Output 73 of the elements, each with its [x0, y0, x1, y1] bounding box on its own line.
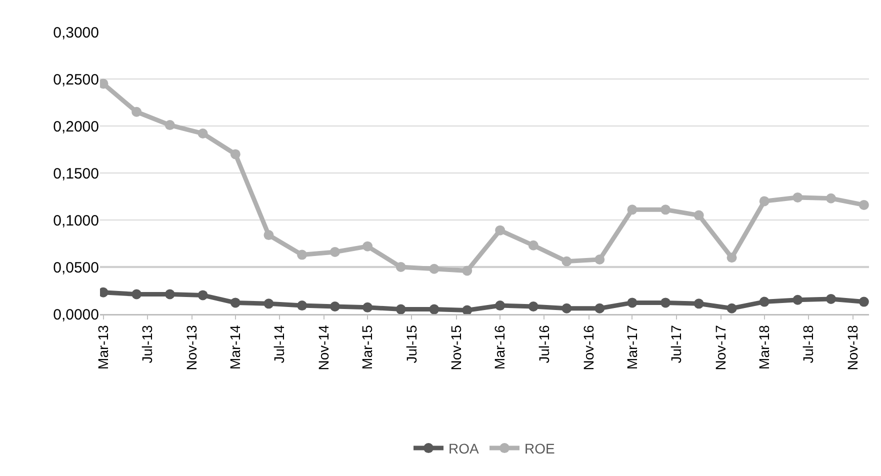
- x-tick-label: Mar-15: [359, 324, 376, 370]
- point: [858, 200, 869, 210]
- point: [562, 303, 572, 314]
- point: [330, 301, 340, 312]
- point: [297, 250, 308, 260]
- point: [858, 296, 869, 307]
- point: [495, 225, 506, 236]
- y-tick-label: 0,2500: [53, 71, 99, 88]
- point: [528, 240, 538, 250]
- x-tick-label: Mar-17: [624, 324, 640, 370]
- point: [726, 252, 737, 263]
- point: [429, 304, 440, 314]
- point: [164, 120, 175, 130]
- x-tick-label: Mar-16: [492, 324, 508, 370]
- point: [826, 193, 836, 204]
- point: [792, 294, 803, 305]
- point: [264, 298, 274, 309]
- point: [759, 296, 770, 307]
- point: [198, 128, 208, 139]
- point: [594, 303, 605, 314]
- point: [627, 298, 638, 308]
- x-tick-label: Jul-18: [800, 324, 816, 364]
- point: [528, 301, 538, 312]
- x-tick-label: Nov-13: [184, 324, 200, 370]
- point: [396, 262, 406, 272]
- x-tick-label: Mar-13: [94, 324, 111, 370]
- x-tick-label: Nov-18: [844, 324, 861, 370]
- point: [132, 106, 142, 117]
- point: [429, 264, 440, 274]
- y-tick-label: 0,2000: [53, 118, 99, 136]
- point: [330, 246, 340, 257]
- point: [198, 290, 208, 300]
- point: [660, 298, 671, 308]
- y-tick-label: 0,1000: [53, 212, 99, 230]
- x-tick-label: Nov-14: [316, 324, 332, 370]
- x-tick-label: Jul-15: [403, 324, 420, 364]
- point: [230, 149, 240, 160]
- point: [826, 294, 836, 304]
- point: [230, 298, 240, 308]
- point: [396, 304, 406, 314]
- point: [694, 298, 704, 309]
- x-tick-label: Nov-15: [448, 324, 464, 370]
- x-tick-label: Mar-18: [756, 324, 772, 370]
- point: [759, 196, 770, 206]
- x-tick-label: Jul-17: [668, 324, 684, 364]
- point: [164, 289, 175, 300]
- point: [726, 303, 737, 314]
- point: [660, 204, 671, 215]
- x-tick-label: Jul-13: [138, 324, 155, 364]
- x-tick-label: Nov-17: [712, 324, 728, 370]
- point: [562, 256, 572, 266]
- point: [627, 204, 638, 215]
- x-tick-label: Jul-14: [271, 324, 288, 364]
- legend-label: ROE: [524, 440, 555, 456]
- point: [264, 230, 274, 240]
- point: [495, 300, 506, 311]
- point: [462, 305, 472, 314]
- y-tick-label: 0,3000: [53, 24, 99, 42]
- y-tick-label: 0,1500: [53, 165, 99, 182]
- point: [462, 266, 472, 276]
- x-tick-label: Nov-16: [580, 324, 596, 370]
- y-tick-label: 0,0000: [53, 306, 99, 324]
- point: [594, 254, 605, 264]
- point: [297, 300, 308, 311]
- point: [362, 302, 373, 312]
- point: [362, 241, 373, 252]
- point: [132, 289, 142, 300]
- point: [792, 192, 803, 202]
- point: [694, 210, 704, 220]
- x-tick-label: Mar-14: [226, 324, 243, 370]
- legend-label: ROA: [448, 440, 480, 456]
- y-tick-label: 0,0500: [53, 259, 99, 276]
- x-tick-label: Jul-16: [536, 324, 552, 364]
